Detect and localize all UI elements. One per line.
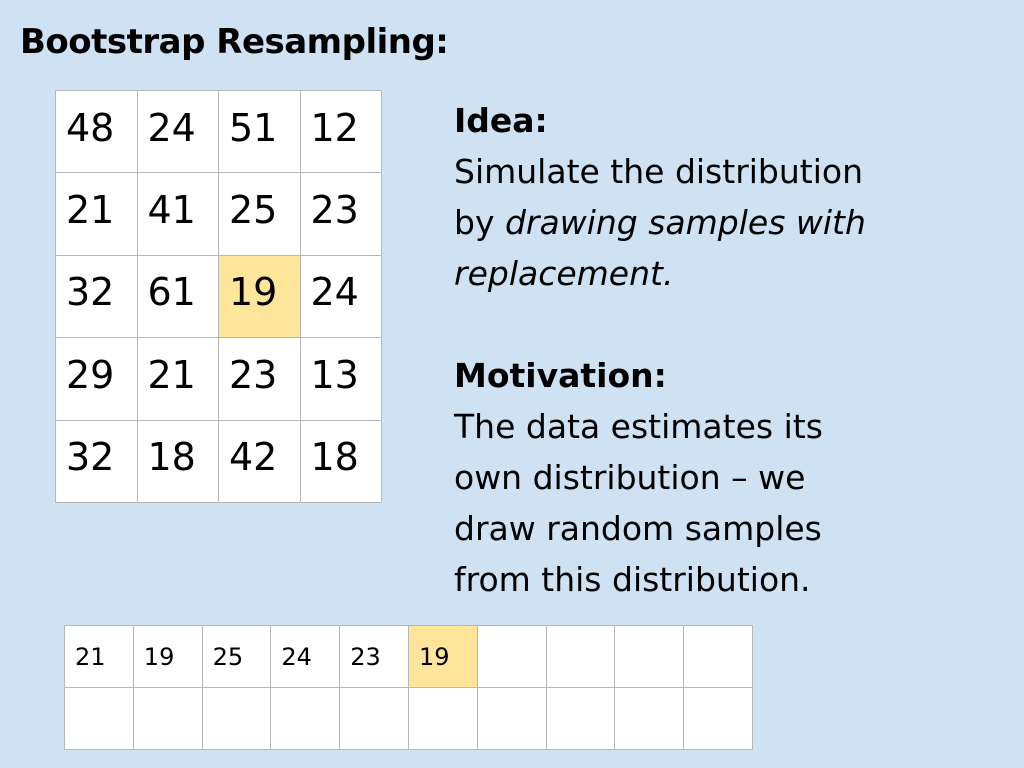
idea-line-3-italic: replacement.: [454, 254, 674, 293]
idea-line-2: by drawing samples with: [454, 197, 1014, 248]
data-grid-cell: 29: [55, 337, 138, 421]
sample-grid-cell: 19: [407, 625, 478, 688]
idea-line-3: replacement.: [454, 248, 1014, 299]
sample-grid-row: 21 19 25 24 23 19: [64, 625, 753, 688]
sample-grid-cell: 19: [132, 625, 203, 688]
sample-grid-cell: 21: [64, 625, 134, 688]
sample-grid-cell: [683, 625, 753, 688]
sample-grid-cell: 23: [339, 625, 409, 688]
sample-grid-cell: [614, 625, 685, 688]
data-grid-cell: 13: [299, 337, 382, 421]
sample-grid-cell: 24: [270, 625, 341, 688]
motivation-line-1: The data estimates its: [454, 407, 823, 446]
data-grid-cell: 48: [55, 89, 138, 174]
sample-grid-cell: [683, 687, 753, 750]
sample-grid-cell: [614, 687, 685, 750]
data-grid-row: 21 41 25 23: [55, 172, 382, 256]
data-grid-row: 48 24 51 12: [55, 89, 382, 174]
data-grid-cell: 51: [218, 89, 301, 174]
data-grid-cell: 18: [299, 419, 382, 503]
data-grid-row: 32 18 42 18: [55, 419, 382, 503]
sample-grid-cell: [407, 687, 478, 750]
idea-line-1: Simulate the distribution: [454, 152, 864, 191]
sample-grid-cell: [545, 625, 616, 688]
data-grid-cell: 12: [299, 89, 382, 174]
sample-grid-cell: [64, 687, 134, 750]
data-grid-cell: 24: [299, 254, 382, 339]
data-grid-row: 32 61 19 24: [55, 254, 382, 339]
idea-heading: Idea:: [454, 101, 548, 140]
data-grid-cell: 23: [299, 172, 382, 256]
idea-line-2-italic: drawing samples with: [504, 203, 866, 242]
sample-grid-cell: [270, 687, 341, 750]
data-grid-row: 29 21 23 13: [55, 337, 382, 421]
motivation-line-3: draw random samples: [454, 509, 822, 548]
data-grid-cell: 41: [136, 172, 219, 256]
data-grid-cell: 19: [218, 254, 301, 339]
motivation-line-4: from this distribution.: [454, 560, 811, 599]
data-grid-cell: 32: [55, 254, 138, 339]
data-grid-cell: 21: [55, 172, 138, 256]
data-grid-cell: 18: [136, 419, 219, 503]
slide-title: Bootstrap Resampling:: [20, 22, 449, 62]
sample-grid-cell: [476, 625, 547, 688]
motivation-block: Motivation: The data estimates its own d…: [454, 350, 1014, 605]
sample-grid-cell: [476, 687, 547, 750]
sample-grid: 21 19 25 24 23 19: [64, 625, 753, 750]
sample-grid-cell: [339, 687, 409, 750]
data-grid-cell: 61: [136, 254, 219, 339]
idea-line-2-plain: by: [454, 203, 505, 242]
sample-grid-cell: [201, 687, 272, 750]
sample-grid-cell: [132, 687, 203, 750]
data-grid: 48 24 51 12 21 41 25 23 32 61 19 24 29 21 23 13 32 18 42 18: [55, 89, 382, 503]
data-grid-cell: 32: [55, 419, 138, 503]
motivation-heading: Motivation:: [454, 356, 667, 395]
sample-grid-cell: [545, 687, 616, 750]
data-grid-cell: 21: [136, 337, 219, 421]
motivation-line-2: own distribution – we: [454, 458, 806, 497]
sample-grid-row: [64, 687, 753, 750]
data-grid-cell: 25: [218, 172, 301, 256]
data-grid-cell: 23: [218, 337, 301, 421]
sample-grid-cell: 25: [201, 625, 272, 688]
data-grid-cell: 42: [218, 419, 301, 503]
data-grid-cell: 24: [136, 89, 219, 174]
idea-block: Idea: Simulate the distribution by drawi…: [454, 95, 1014, 299]
